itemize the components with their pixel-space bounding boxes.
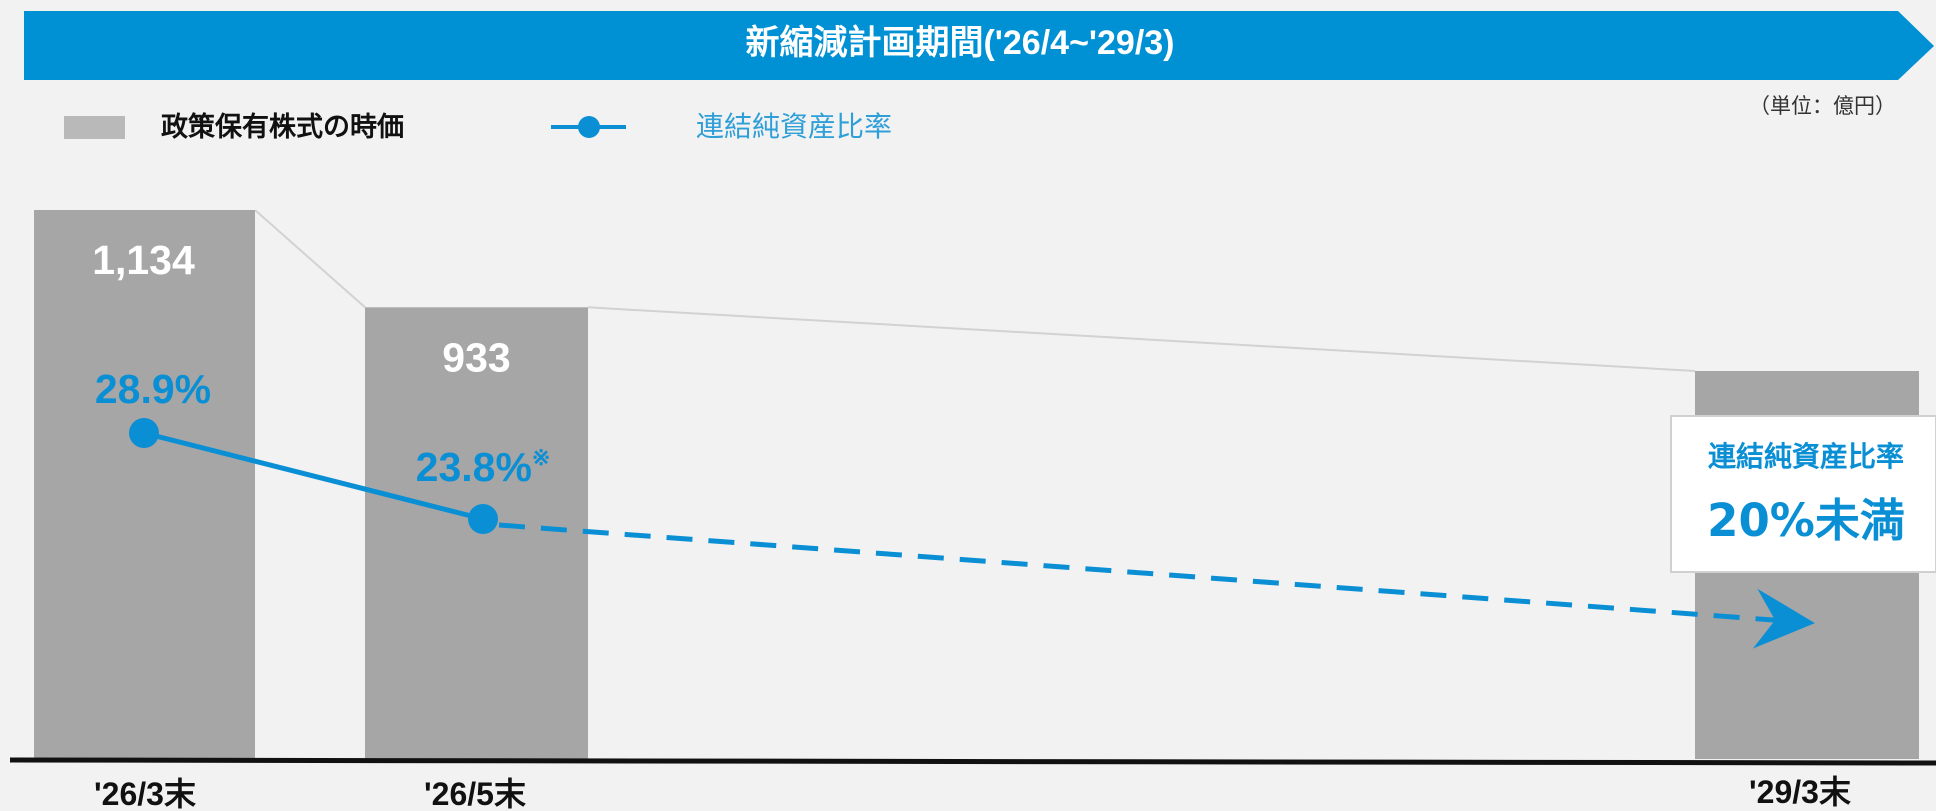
target-callout-value: 20%未満 [1707,494,1905,547]
target-callout-heading: 連結純資産比率 [1708,440,1904,473]
ratio-point-26-3 [129,418,159,448]
bar-value-label-26-5: 933 [442,334,510,380]
bar-26-5 [365,307,588,759]
bar-connector-1 [254,209,366,309]
x-tick-label-29-3: '29/3末 [1749,774,1851,810]
x-tick-label-26-3: '26/3末 [94,776,196,811]
x-tick-label-26-5: '26/5末 [424,776,526,811]
bar-value-label-26-3: 1,134 [92,237,195,283]
bar-connector-2 [587,306,1696,372]
legend-bar-label: 政策保有株式の時価 [161,111,404,143]
ratio-label-26-5-value: 23.8% [416,444,532,490]
ratio-label-26-3: 28.9% [95,366,211,412]
unit-label: （単位：億円） [1749,94,1896,118]
legend-bar-swatch [64,116,125,139]
banner-arrow [24,11,1934,80]
bar-26-3 [34,210,255,759]
ratio-label-26-5: 23.8%※ [416,444,551,490]
legend-line-marker [578,116,600,138]
banner-title: 新縮減計画期間('26/4~'29/3) [745,23,1174,62]
legend-line-label: 連結純資産比率 [696,110,892,143]
x-axis-baseline [9,757,1936,766]
ratio-line-solid [143,430,484,522]
target-callout-box [1670,415,1936,573]
ratio-line-projection [498,522,1815,649]
ratio-label-26-5-note: ※ [532,445,550,470]
ratio-point-26-5 [468,504,498,534]
